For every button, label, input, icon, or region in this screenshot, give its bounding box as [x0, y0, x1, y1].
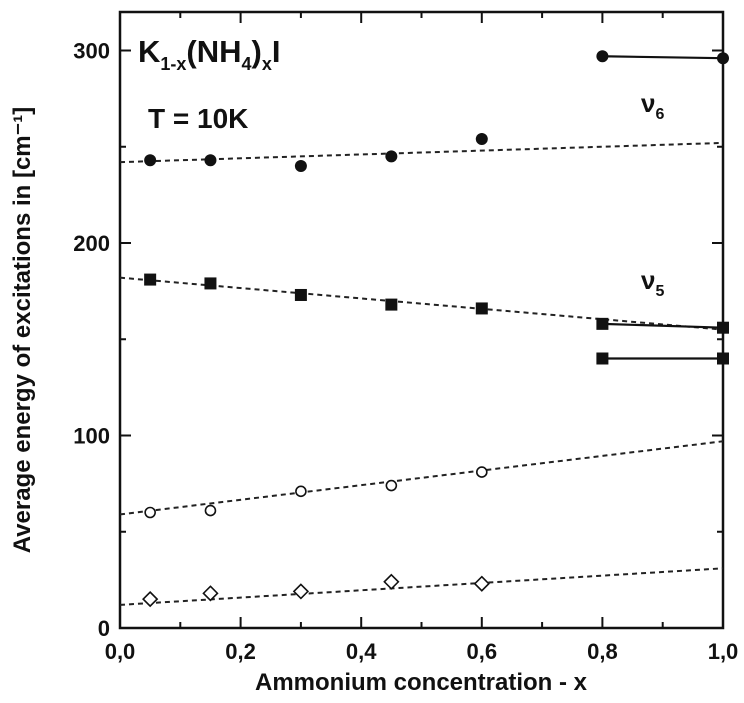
- x-tick-label: 0,6: [467, 639, 498, 664]
- y-tick-label: 100: [73, 424, 110, 449]
- data-point-filled-square: [596, 353, 608, 365]
- data-point-filled-circle: [295, 160, 307, 172]
- formula-nh: (NH: [186, 34, 241, 69]
- x-tick-label: 0,4: [346, 639, 377, 664]
- data-point-filled-square: [385, 299, 397, 311]
- nu5-symbol: ν: [641, 265, 655, 295]
- data-point-open-circle: [296, 486, 306, 496]
- x-axis-title: Ammonium concentration - x: [255, 669, 588, 696]
- data-point-open-diamond: [203, 586, 217, 600]
- data-point-filled-circle: [385, 150, 397, 162]
- nu6-label: ν6: [641, 88, 664, 123]
- formula-label: K1-x(NH4)xI: [138, 34, 281, 74]
- formula-sub-1x: 1-x: [160, 54, 186, 74]
- data-point-filled-square: [476, 302, 488, 314]
- data-point-filled-circle: [596, 50, 608, 62]
- data-point-open-circle: [205, 506, 215, 516]
- fit-lines: [120, 56, 723, 605]
- y-axis-title: Average energy of excitations in [cm⁻¹]: [9, 107, 36, 554]
- formula-sub-x: x: [262, 54, 272, 74]
- data-point-open-diamond: [294, 584, 308, 598]
- data-point-open-diamond: [384, 575, 398, 589]
- x-tick-label: 0,2: [225, 639, 256, 664]
- data-point-open-circle: [145, 508, 155, 518]
- data-point-filled-circle: [204, 154, 216, 166]
- data-point-filled-circle: [144, 154, 156, 166]
- data-point-filled-square: [717, 322, 729, 334]
- data-point-filled-square: [144, 274, 156, 286]
- formula-sub-4: 4: [242, 54, 252, 74]
- connecting-line: [602, 56, 723, 58]
- formula-k: K: [138, 34, 161, 69]
- data-point-filled-circle: [476, 133, 488, 145]
- x-tick-label: 0,0: [105, 639, 136, 664]
- data-point-open-circle: [477, 467, 487, 477]
- data-point-filled-circle: [717, 52, 729, 64]
- data-point-filled-square: [295, 289, 307, 301]
- y-tick-label: 300: [73, 39, 110, 64]
- x-tick-label: 0,8: [587, 639, 618, 664]
- data-point-open-diamond: [475, 577, 489, 591]
- x-tick-label: 1,0: [708, 639, 739, 664]
- data-point-open-diamond: [143, 592, 157, 606]
- nu5-label: ν5: [641, 265, 664, 300]
- nu5-subscript: 5: [655, 283, 664, 300]
- data-point-filled-square: [596, 318, 608, 330]
- y-tick-label: 200: [73, 231, 110, 256]
- data-point-open-circle: [386, 481, 396, 491]
- nu6-symbol: ν: [641, 88, 655, 118]
- data-point-filled-square: [717, 353, 729, 365]
- fit-line: [120, 441, 723, 514]
- temperature-label: T = 10K: [148, 103, 248, 134]
- data-point-filled-square: [204, 277, 216, 289]
- formula-close: ): [252, 34, 262, 69]
- y-tick-label: 0: [98, 616, 110, 641]
- nu6-subscript: 6: [655, 106, 664, 123]
- formula-i: I: [272, 34, 281, 69]
